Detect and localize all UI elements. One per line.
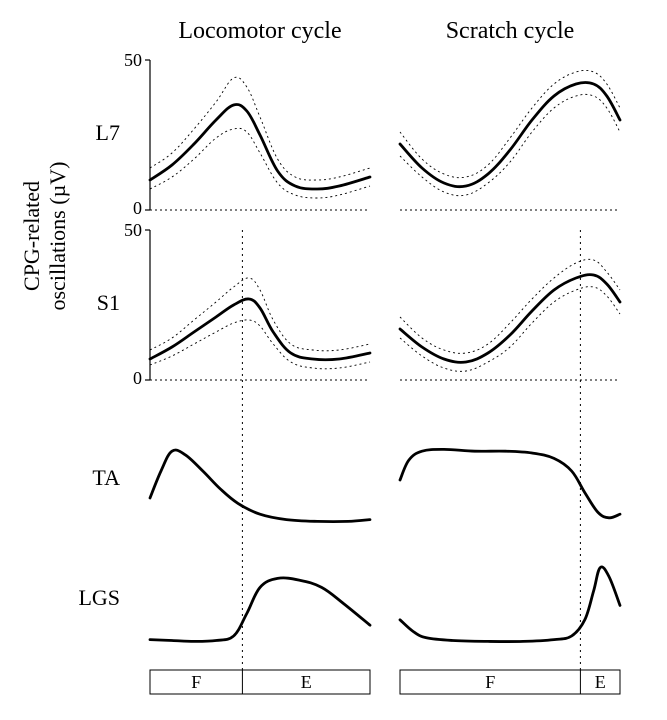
chart-svg [0, 0, 667, 720]
figure: Locomotor cycle Scratch cycle CPG-relate… [0, 0, 667, 720]
